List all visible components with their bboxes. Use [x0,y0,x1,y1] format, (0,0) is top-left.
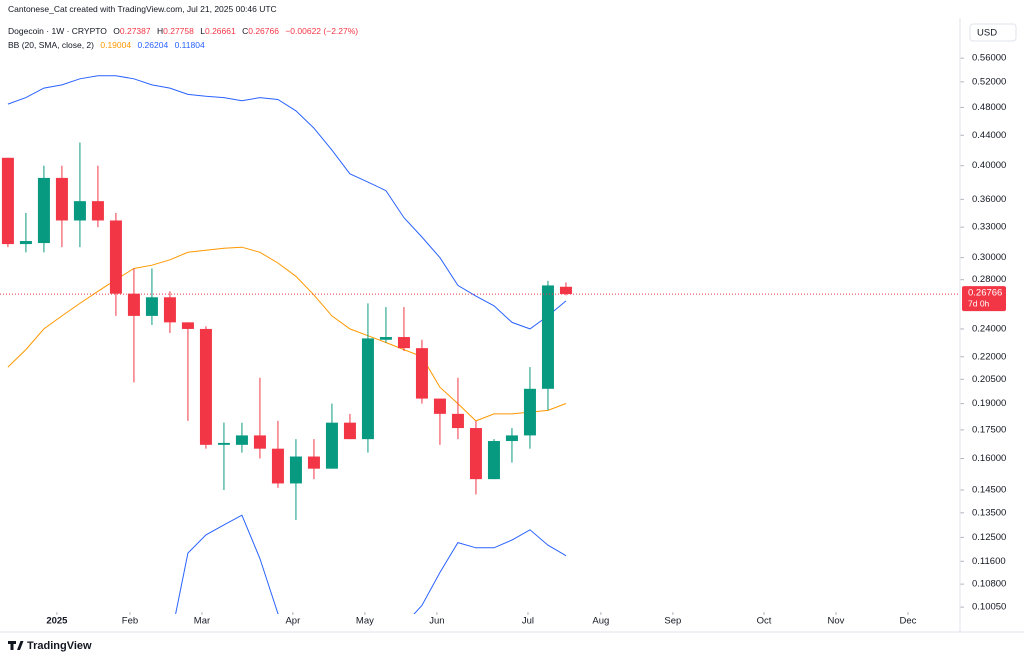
candle-body [325,422,338,469]
brand: TradingView [27,640,92,652]
y-tick-label: 0.48000 [972,102,1006,113]
candle-body [37,177,50,244]
y-tick-label: 0.40000 [972,160,1006,171]
candle-body [415,348,428,399]
candle-body [235,435,248,445]
symbol: Dogecoin · 1W · CRYPTO [8,26,107,36]
y-tick-label: 0.17500 [972,424,1006,435]
candle-body [55,177,68,221]
logo [8,641,24,650]
y-tick-label: 0.11600 [972,556,1006,567]
ohlc-value: 0.26661 [204,26,236,36]
y-tick-label: 0.22000 [972,351,1006,362]
x-tick-label: Jul [522,616,534,627]
band-line [175,514,567,614]
candle-body [433,398,446,414]
candle-body [127,293,140,316]
indicator-legend: BB (20, SMA, close, 2) 0.19004 0.26204 0… [8,40,209,50]
candle-body [523,388,536,436]
candle-body [1,157,14,245]
axes: 0.56000 0.52000 0.48000 0.44000 0.40000 0.360… [46,53,1006,627]
x-tick-label: Mar [194,616,210,627]
plot-area [0,75,960,614]
indicator-value: 0.19004 [100,40,132,50]
candle-body [397,337,410,349]
candle-body [109,220,122,294]
currency[interactable]: USD [977,28,997,39]
y-tick-label: 0.12500 [972,532,1006,543]
candle-body [379,337,392,340]
candle-body [469,428,482,480]
candle-body [19,241,32,245]
candle-body [307,456,320,469]
change: −0.00622 (−2.27%) [285,26,359,36]
x-tick-label: Feb [122,616,138,627]
indicator-value: 0.26204 [137,40,169,50]
candle-body [181,322,194,329]
price-label-bg [962,286,1006,312]
ohlc-key: C [242,26,249,36]
candle-body [559,286,572,295]
symbol-legend: Dogecoin · 1W · CRYPTO O0.27387 H0.27758… [8,26,362,36]
y-tick-label: 0.19000 [972,398,1006,409]
candle-body [451,413,464,429]
y-tick-label: 0.44000 [972,130,1006,141]
x-tick-label: Oct [757,616,772,627]
y-tick-label: 0.52000 [972,76,1006,87]
currency-button[interactable] [969,23,1017,42]
ohlc-value: 0.26766 [248,26,279,36]
candle-body [145,297,158,316]
y-tick-label: 0.20500 [972,374,1006,385]
ohlc-key: L [200,26,205,36]
x-tick-label: Nov [828,616,845,627]
y-tick-label: 0.30000 [972,252,1006,263]
x-tick-label: Jun [429,616,444,627]
indicator: BB (20, SMA, close, 2) [8,40,94,50]
candle-body [199,328,212,445]
x-tick-label: 2025 [46,616,68,627]
ohlc-key: H [157,26,164,36]
x-tick-label: Dec [900,616,917,627]
y-tick-label: 0.36000 [972,194,1006,205]
candle-body [91,201,104,221]
candle-body [361,338,374,440]
band-line [7,246,567,422]
candle-body [163,297,176,323]
x-tick-label: Apr [285,616,300,627]
ohlc-key: O [113,26,120,36]
candle-body [487,441,500,480]
y-tick-label: 0.13500 [972,507,1006,518]
y-tick-label: 0.24000 [972,323,1006,334]
candle-body [541,285,554,389]
y-tick-label: 0.16000 [972,453,1006,464]
y-tick-label: 0.28000 [972,274,1006,285]
y-tick-label: 0.56000 [972,53,1006,64]
y-tick-label: 0.14500 [972,484,1006,495]
y-tick-label: 0.10050 [972,602,1006,613]
candle-body [271,448,284,484]
ohlc-value: 0.27758 [163,26,194,36]
x-tick-label: Sep [664,616,681,627]
indicator-value: 0.11804 [174,40,205,50]
attribution: Cantonese_Cat created with TradingView.c… [8,4,277,14]
y-tick-label: 0.33000 [972,222,1006,233]
candle-body [343,422,356,440]
candle-body [253,435,266,449]
y-tick-label: 0.10800 [972,579,1006,590]
candle-body [217,442,230,445]
candle-body [505,435,518,442]
band-line [7,75,567,330]
x-tick-label: May [356,616,374,627]
candle-body [289,456,302,484]
x-tick-label: Aug [592,616,609,627]
countdown: 7d 0h [968,298,990,308]
candle-body [73,201,86,221]
ohlc-value: 0.27387 [119,26,151,36]
price-label: 0.26766 [968,288,1002,299]
